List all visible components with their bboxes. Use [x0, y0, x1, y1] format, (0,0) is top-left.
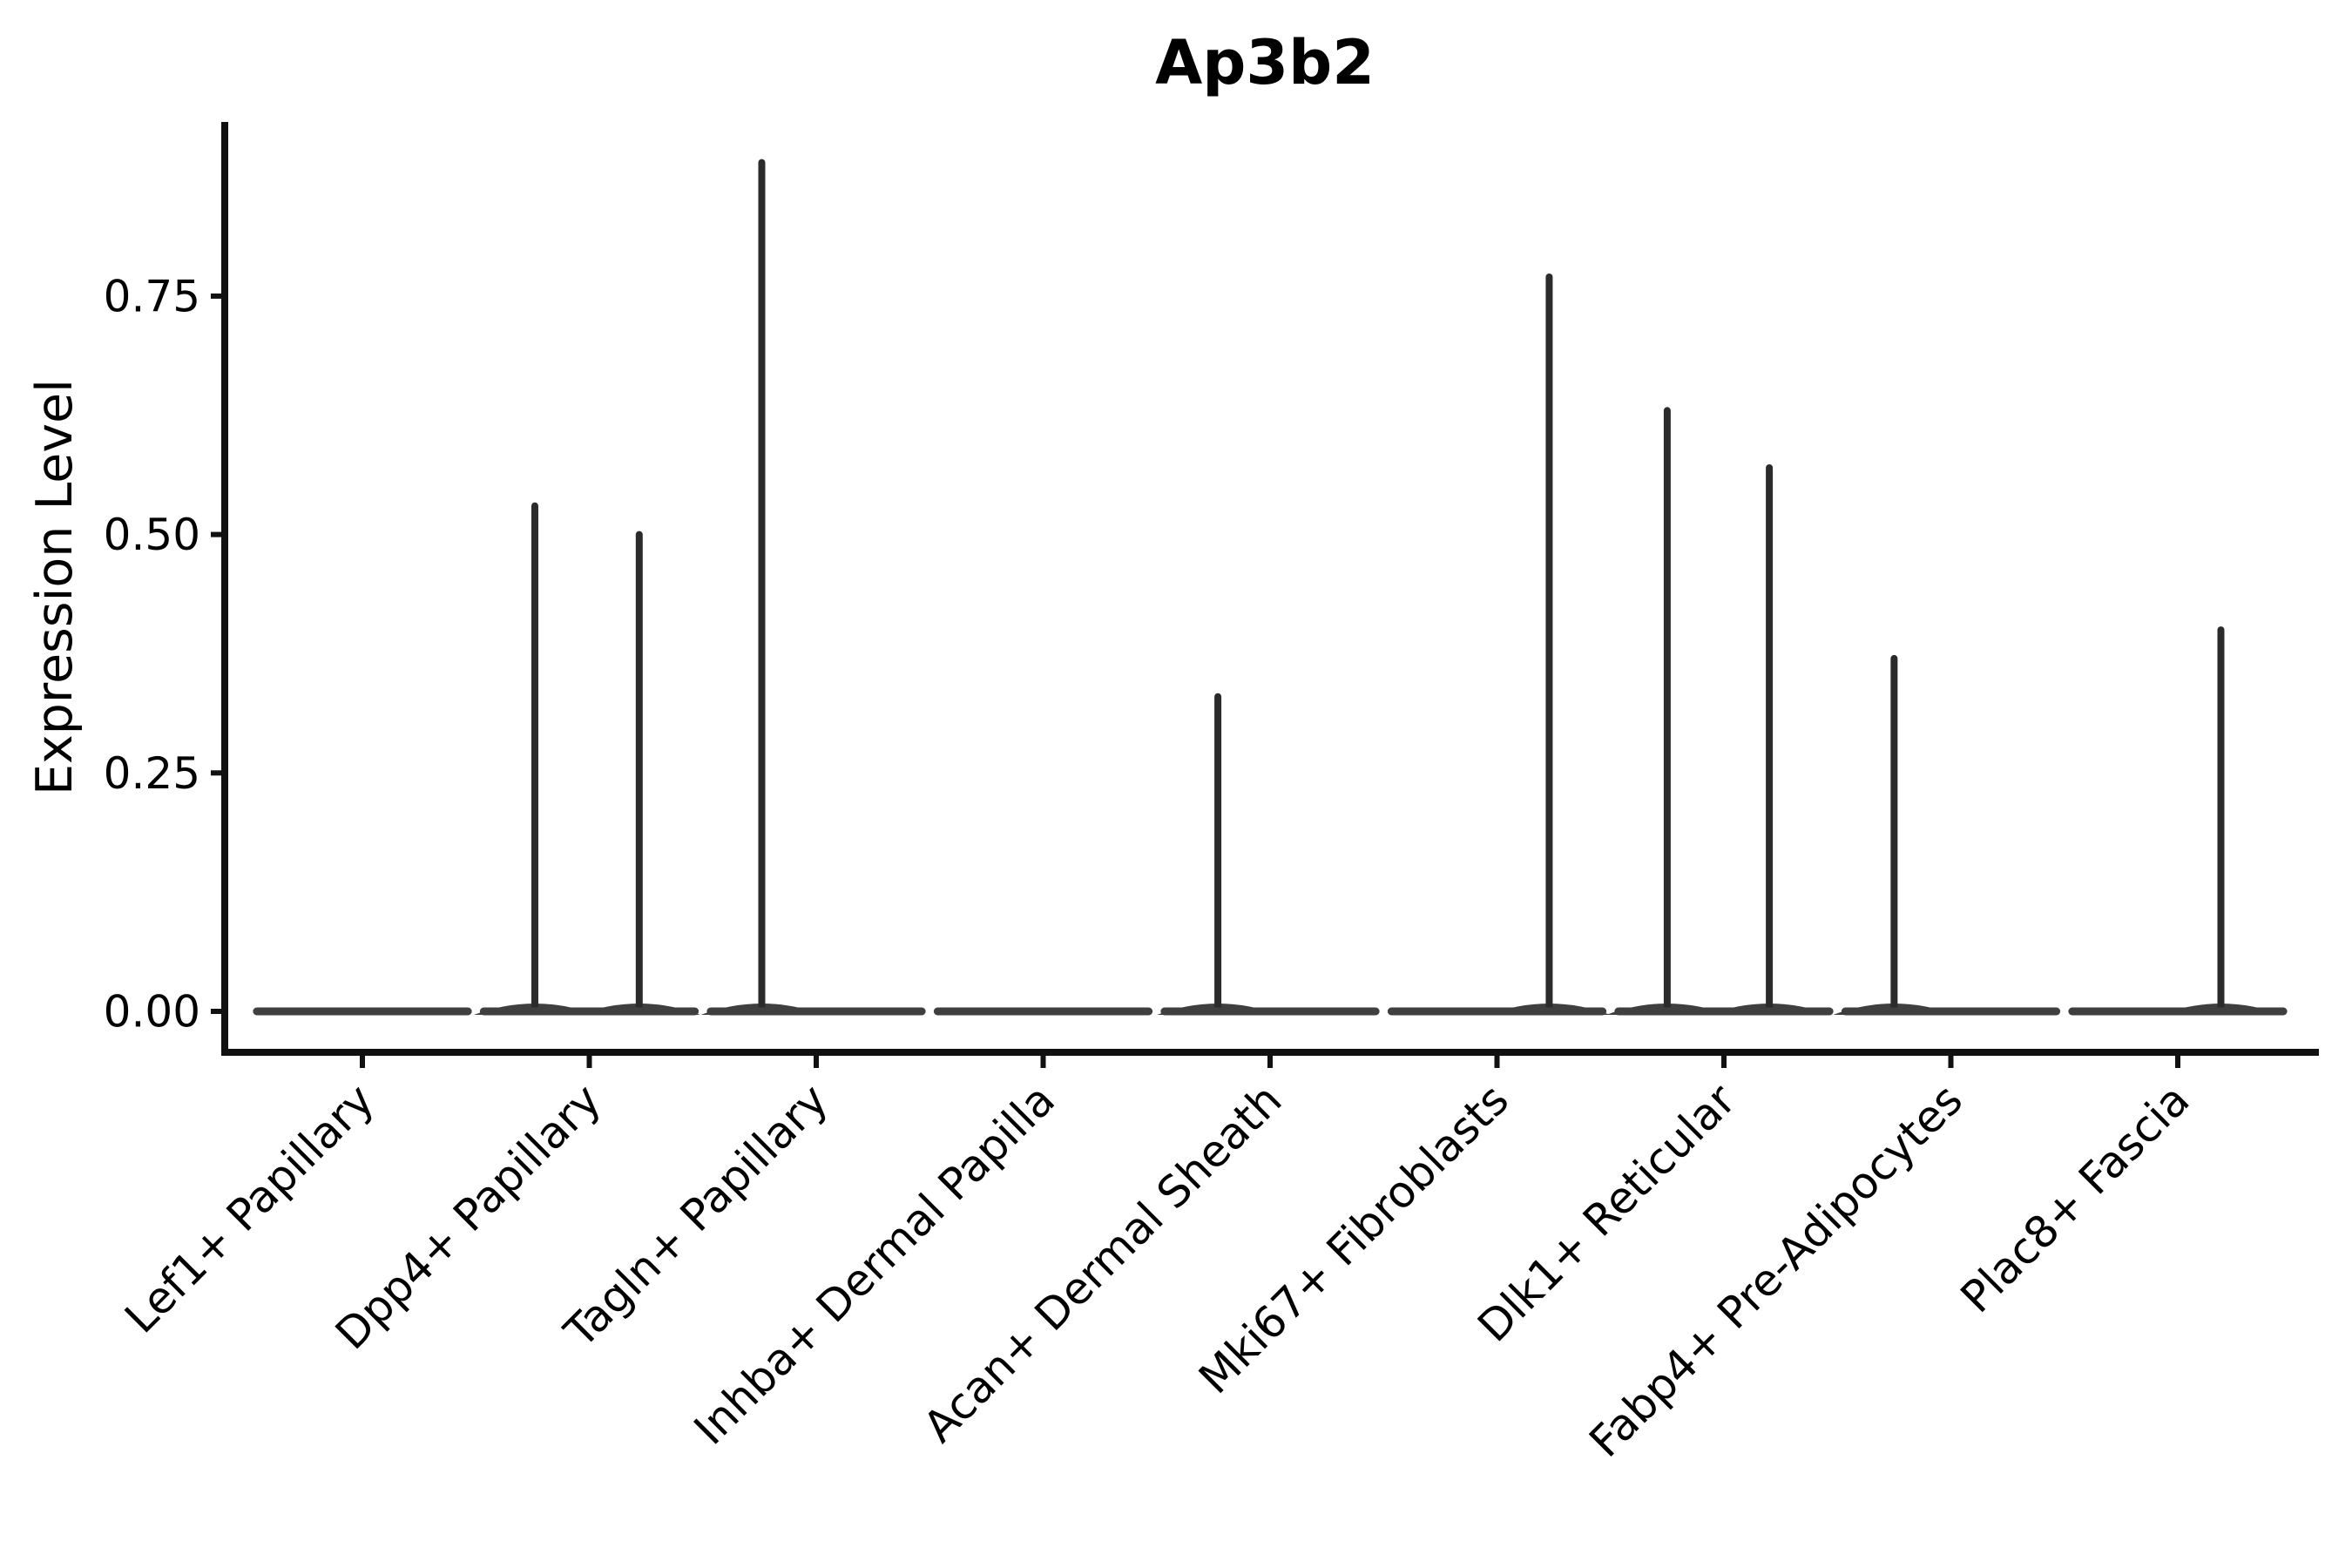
violins-group	[253, 159, 2288, 1016]
y-axis-label: Expression Level	[26, 379, 84, 795]
x-tick-label: Plac8+ Fascia	[1951, 1074, 2200, 1322]
x-tick-label: Fabp4+ Pre-Adipocytes	[1579, 1074, 1972, 1467]
chart-title: Ap3b2	[1155, 27, 1375, 98]
y-tick-label: 0.50	[104, 510, 200, 560]
x-tick-label: Acan+ Dermal Sheath	[914, 1074, 1292, 1452]
y-tick-label: 0.00	[104, 987, 200, 1037]
y-axis-ticks-group: 0.00 0.25 0.50 0.75	[104, 271, 225, 1037]
y-tick-label: 0.25	[104, 748, 200, 799]
y-tick-label: 0.75	[104, 271, 200, 321]
x-tick-label: Inhba+ Dermal Papilla	[685, 1074, 1064, 1454]
x-tick-label: Lef1+ Papillary	[115, 1074, 383, 1342]
